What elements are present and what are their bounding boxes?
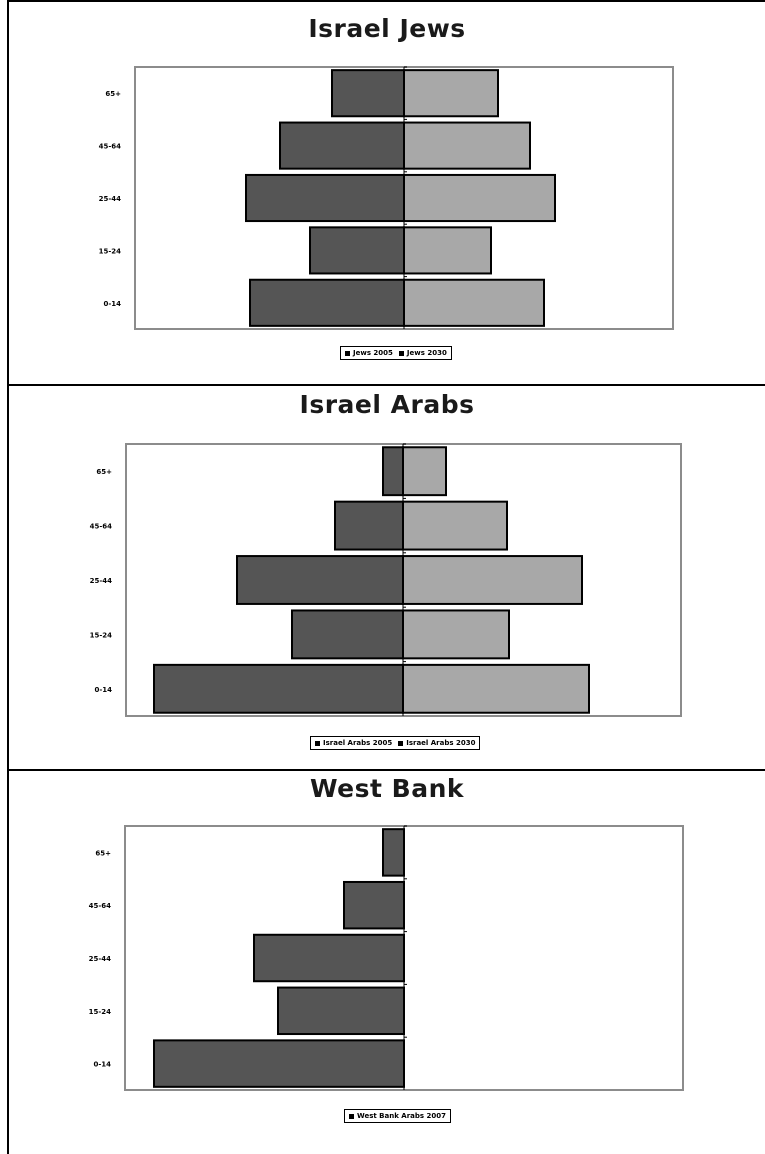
bar	[402, 663, 590, 714]
chart-title: West Bank	[309, 774, 465, 803]
category-label: 25-44	[99, 195, 122, 203]
legend-label: Israel Arabs 2030	[406, 739, 476, 747]
bar	[309, 226, 405, 275]
bar	[382, 828, 405, 877]
bar	[402, 555, 583, 605]
chart-legend: West Bank Arabs 2007	[344, 1109, 451, 1123]
panel-divider	[7, 384, 765, 386]
category-label: 0-14	[94, 686, 112, 694]
bar	[236, 555, 404, 605]
chart-title: Israel Jews	[308, 14, 466, 43]
bar	[331, 69, 405, 118]
bar	[277, 986, 405, 1036]
category-label: 25-44	[90, 577, 113, 585]
bar	[153, 1039, 405, 1088]
legend-item: Israel Arabs 2030	[398, 739, 475, 747]
bar	[153, 663, 404, 714]
category-label: 65+	[95, 849, 111, 857]
bar	[382, 446, 404, 497]
legend-label: Jews 2005	[353, 349, 393, 357]
legend-swatch	[315, 740, 320, 746]
legend-label: Jews 2030	[406, 349, 447, 357]
bar	[403, 121, 531, 170]
category-label: 15-24	[90, 631, 113, 639]
legend-item: Jews 2030	[398, 349, 447, 357]
legend-swatch	[345, 350, 350, 356]
category-label: 25-44	[89, 955, 112, 963]
chart-legend: Jews 2005 Jews 2030	[340, 346, 452, 360]
category-label: 65+	[105, 90, 121, 98]
chart-plot-west-bank: 0-14 15-24 25-44 45-64 65+	[89, 825, 684, 1091]
chart-panel-israel-jews: Israel Jews 0-14 15-24 25-44 45-64 65+ Jews …	[7, 0, 765, 385]
bar	[334, 500, 404, 551]
category-label: 45-64	[99, 143, 122, 151]
category-label: 0-14	[103, 300, 121, 308]
bar	[403, 226, 492, 275]
bar	[343, 880, 405, 930]
legend-item: Jews 2005	[345, 349, 393, 357]
bar	[402, 446, 447, 497]
chart-legend: Israel Arabs 2005 Israel Arabs 2030	[310, 736, 481, 750]
bar	[403, 278, 545, 327]
figure-frame	[7, 0, 765, 1154]
legend-item: Israel Arabs 2005	[315, 739, 392, 747]
bar	[402, 500, 508, 551]
category-label: 0-14	[93, 1061, 111, 1069]
chart-plot-israel-jews: 0-14 15-24 25-44 45-64 65+	[99, 66, 674, 330]
bar	[403, 69, 499, 118]
legend-swatch	[349, 1113, 354, 1119]
category-label: 15-24	[99, 247, 122, 255]
legend-label: West Bank Arabs 2007	[357, 1112, 446, 1120]
category-label: 65+	[96, 468, 112, 476]
category-label: 45-64	[90, 523, 113, 531]
bar	[279, 121, 405, 170]
bar	[253, 933, 405, 983]
legend-swatch	[398, 740, 404, 746]
category-label: 45-64	[89, 902, 112, 910]
legend-label: Israel Arabs 2005	[323, 739, 393, 747]
legend-swatch	[398, 350, 404, 356]
chart-panel-west-bank: West Bank 0-14 15-24 25-44 45-64 65+ West Ba…	[7, 770, 765, 1154]
legend-item: West Bank Arabs 2007	[349, 1112, 446, 1120]
bar	[245, 173, 405, 223]
chart-panel-israel-arabs: Israel Arabs 0-14 15-24 25-44 45-64 65+ Isra…	[7, 385, 765, 770]
chart-plot-israel-arabs: 0-14 15-24 25-44 45-64 65+	[90, 443, 682, 717]
category-label: 15-24	[89, 1008, 112, 1016]
bar	[291, 609, 404, 660]
bar	[402, 609, 510, 660]
bar	[403, 173, 556, 223]
bar	[249, 278, 405, 327]
chart-title: Israel Arabs	[299, 390, 475, 419]
panel-divider	[7, 769, 765, 771]
